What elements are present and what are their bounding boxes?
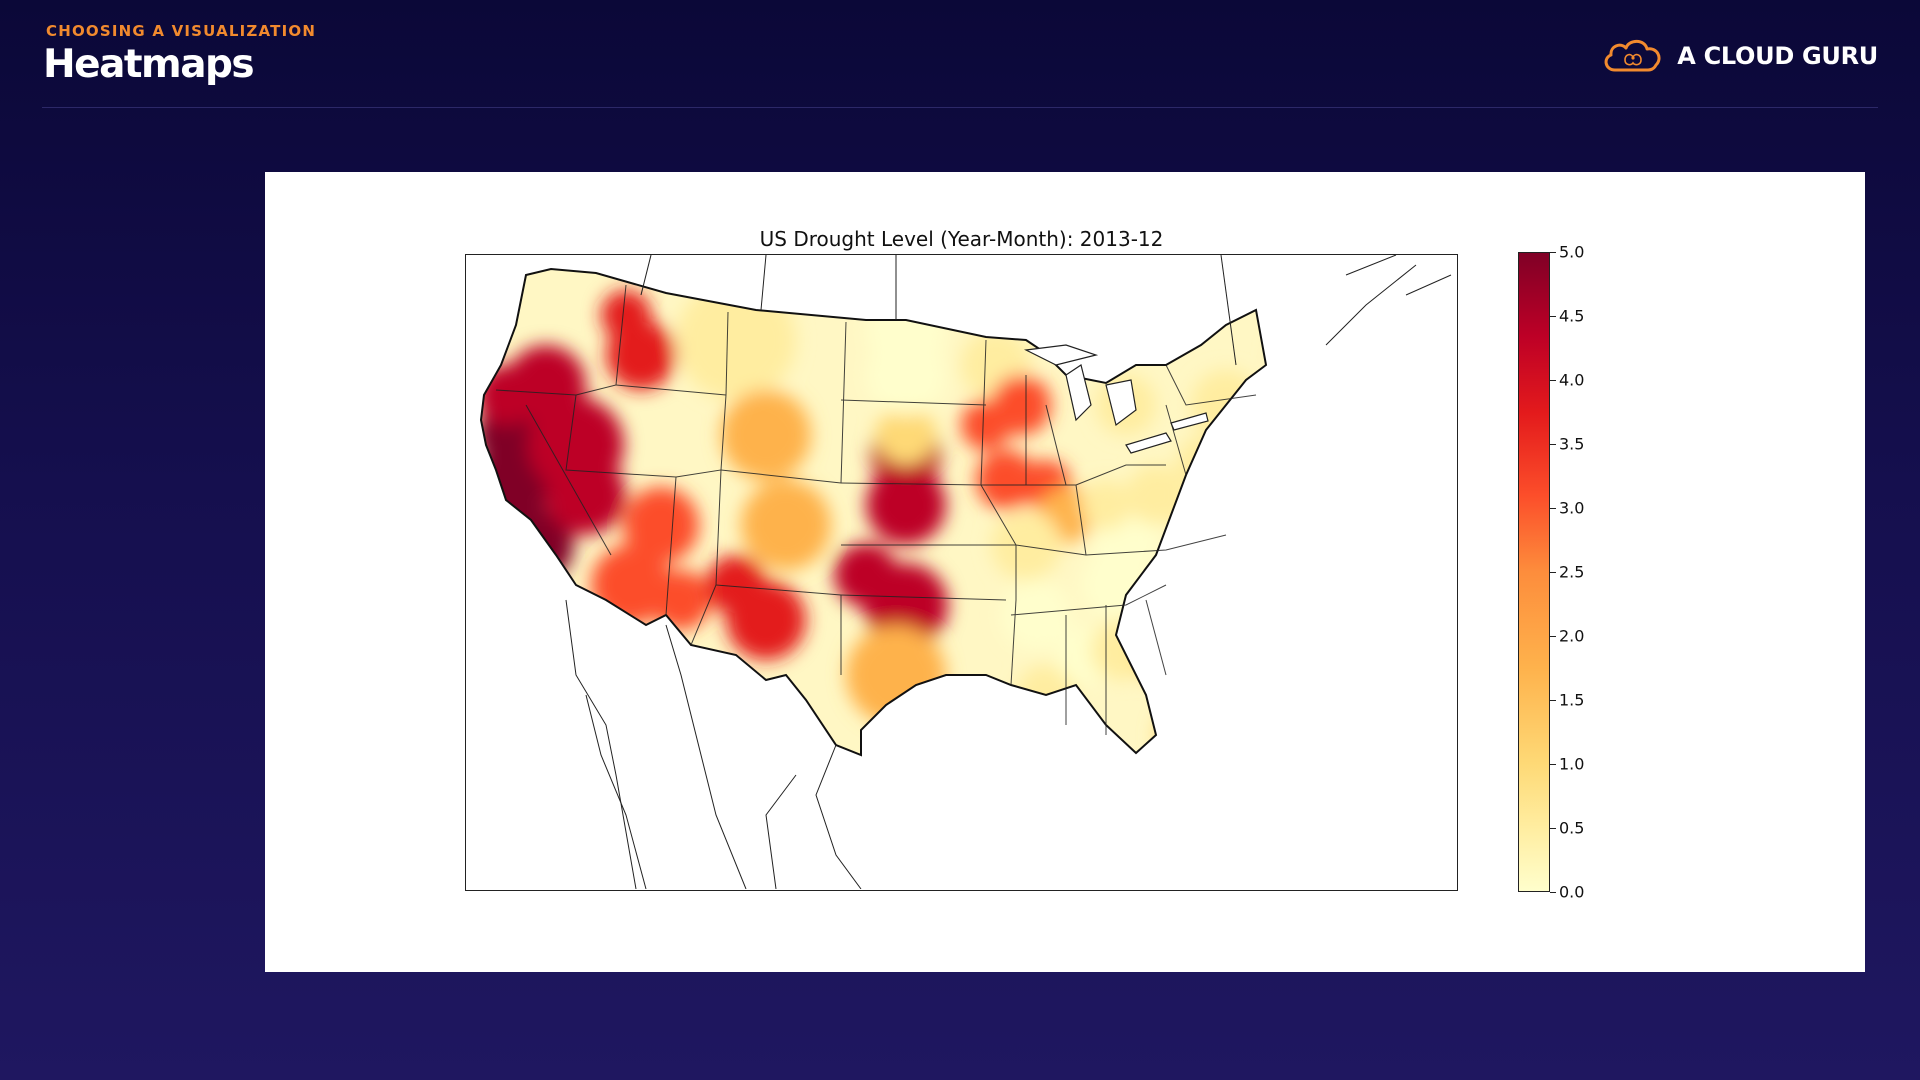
drought-cell-wyoming: [721, 390, 811, 480]
section-eyebrow: CHOOSING A VISUALIZATION: [46, 22, 317, 40]
colorbar-tick-label: 1.0: [1559, 754, 1585, 774]
drought-cell-florida: [1156, 705, 1216, 755]
drought-cell-maine: [1271, 330, 1321, 380]
colorbar-tick-label: 4.0: [1559, 370, 1585, 390]
drought-cell-arkansas: [1001, 580, 1071, 650]
colorbar-tick-label: 5.0: [1559, 242, 1585, 262]
cloud-logo-icon: [1604, 39, 1661, 72]
colorbar-tick-label: 2.5: [1559, 562, 1585, 582]
drought-cell-idaho: [601, 290, 651, 340]
brand-logo: A CLOUD GURU: [1601, 36, 1878, 76]
colorbar-tick-label: 4.5: [1559, 306, 1585, 326]
drought-cell-indiana: [1081, 480, 1131, 530]
drought-cell-texas: [846, 625, 946, 725]
drought-cell-north-carolina: [1176, 545, 1236, 605]
colorbar-tick: [1550, 764, 1556, 765]
drought-cell-arizona: [651, 570, 711, 630]
slide-title: Heatmaps: [43, 42, 255, 87]
colorbar-tick-label: 2.0: [1559, 626, 1585, 646]
colorbar-tick: [1550, 636, 1556, 637]
colorbar-tick-label: 0.5: [1559, 818, 1585, 838]
drought-cell-new-mexico: [706, 555, 766, 615]
colorbar-tick-label: 1.5: [1559, 690, 1585, 710]
drought-map: [479, 255, 1452, 890]
colorbar: [1518, 252, 1550, 892]
drought-cell-pennsylvania: [1176, 435, 1236, 495]
drought-cell-new-jersey: [1238, 457, 1266, 493]
colorbar-tick: [1550, 444, 1556, 445]
colorbar-tick: [1550, 316, 1556, 317]
drought-cell-iowa: [976, 450, 1036, 510]
colorbar-tick-label: 3.5: [1559, 434, 1585, 454]
drought-cell-massachusetts: [1256, 405, 1266, 445]
drought-cell-nevada: [546, 455, 626, 535]
drought-cell-georgia: [1136, 625, 1196, 685]
drought-cell-north-dakota: [866, 290, 946, 370]
drought-cell-oklahoma: [834, 543, 898, 607]
chart-title: US Drought Level (Year-Month): 2013-12: [759, 227, 1164, 251]
colorbar-tick: [1550, 252, 1556, 253]
drought-cell-ohio: [1126, 465, 1186, 525]
colorbar-tick: [1550, 700, 1556, 701]
brand-name: A CLOUD GURU: [1677, 42, 1878, 70]
drought-cell-alabama: [1091, 620, 1151, 680]
drought-cell-colorado: [741, 480, 831, 570]
drought-cell-virginia: [1176, 495, 1236, 555]
drought-cell-kansas: [866, 465, 946, 545]
drought-cell-texas: [896, 715, 956, 755]
colorbar-tick-label: 3.0: [1559, 498, 1585, 518]
figure-panel: US Drought Level (Year-Month): 2013-12: [265, 172, 1865, 972]
neighbor-borders: [565, 255, 1452, 890]
colorbar-tick: [1550, 380, 1556, 381]
colorbar-gradient: [1519, 253, 1549, 891]
drought-cell-missouri: [991, 510, 1061, 580]
drought-cell-south-carolina: [1166, 590, 1216, 640]
drought-cell-wisconsin: [961, 400, 1011, 450]
state-borders: [495, 284, 1257, 735]
great-lakes: [1023, 344, 1209, 454]
colorbar-tick: [1550, 828, 1556, 829]
drought-cell-utah: [623, 487, 699, 563]
colorbar-tick: [1550, 508, 1556, 509]
colorbar-tick: [1550, 892, 1556, 893]
drought-cell-nebraska: [876, 405, 936, 465]
header-divider: [42, 107, 1878, 108]
map-plot-area: [465, 254, 1458, 891]
colorbar-tick: [1550, 572, 1556, 573]
colorbar-tick-label: 0.0: [1559, 882, 1585, 902]
